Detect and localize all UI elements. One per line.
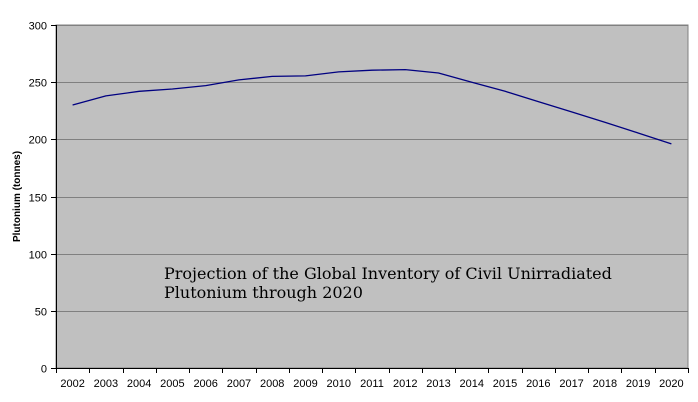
chart-title-line-1: Projection of the Global Inventory of Ci…: [164, 264, 612, 283]
y-tick-label-0: 0: [41, 364, 47, 376]
y-tick-label-150: 150: [29, 193, 47, 205]
y-tick-label-100: 100: [29, 250, 47, 262]
x-tick-label-2006: 2006: [193, 378, 217, 390]
series-line-0: [72, 68, 672, 145]
x-tick-label-2003: 2003: [94, 378, 118, 390]
y-tick-label-250: 250: [29, 78, 47, 90]
x-tick-label-2020: 2020: [659, 378, 683, 390]
gridlines: [51, 25, 688, 369]
y-tick-label-50: 50: [35, 307, 47, 319]
x-tick-label-2009: 2009: [293, 378, 317, 390]
x-tick-label-2004: 2004: [127, 378, 151, 390]
x-tick-label-2013: 2013: [426, 378, 450, 390]
axes: [56, 25, 689, 373]
x-tick-label-2008: 2008: [260, 378, 284, 390]
x-tick-label-2010: 2010: [326, 378, 350, 390]
chart-title-line-2: Plutonium through 2020: [164, 283, 363, 302]
x-tick-label-2007: 2007: [227, 378, 251, 390]
y-axis-label: Plutonium (tonnes): [12, 151, 23, 242]
plot-area: [55, 24, 689, 369]
x-tick-labels: 2002 2003 2004 2005 2006 2007 2008 2009 2010 2011…: [60, 378, 683, 390]
x-tick-label-2011: 2011: [360, 378, 384, 390]
x-tick-label-2016: 2016: [526, 378, 550, 390]
x-tick-label-2015: 2015: [493, 378, 517, 390]
series-layer: [72, 68, 672, 145]
y-tick-label-300: 300: [29, 21, 47, 33]
x-tick-label-2012: 2012: [393, 378, 417, 390]
y-tick-label-200: 200: [29, 135, 47, 147]
x-tick-label-2019: 2019: [626, 378, 650, 390]
x-tick-label-2005: 2005: [160, 378, 184, 390]
x-tick-label-2014: 2014: [460, 378, 484, 390]
y-tick-labels: 0 50 100 150 200 250 300: [29, 21, 47, 376]
x-tick-label-2018: 2018: [593, 378, 617, 390]
x-tick-label-2017: 2017: [559, 378, 583, 390]
x-tick-label-2002: 2002: [60, 378, 84, 390]
